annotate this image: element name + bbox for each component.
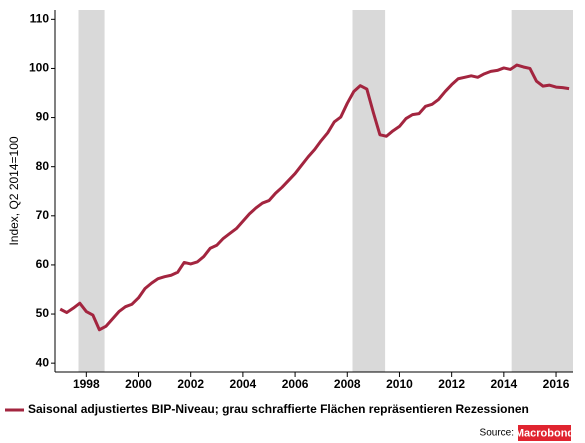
x-tick-label: 2000 <box>125 377 152 391</box>
y-tick-label: 40 <box>36 355 50 369</box>
y-tick-label: 110 <box>30 12 50 26</box>
x-tick-label: 2014 <box>490 377 517 391</box>
x-tick-label: 2012 <box>438 377 465 391</box>
y-tick-label: 60 <box>36 257 50 271</box>
x-tick-label: 2002 <box>177 377 204 391</box>
x-tick-label: 2016 <box>543 377 570 391</box>
y-tick-label: 70 <box>36 208 50 222</box>
y-tick-label: 50 <box>36 306 50 320</box>
source-badge <box>518 425 571 441</box>
x-tick-label: 2008 <box>334 377 361 391</box>
x-tick-label: 2010 <box>386 377 413 391</box>
x-tick-label: 2006 <box>282 377 309 391</box>
legend-label: Saisonal adjustiertes BIP-Niveau; grau s… <box>28 402 529 416</box>
y-tick-label: 80 <box>36 159 50 173</box>
recession-band <box>352 10 386 372</box>
y-tick-label: 100 <box>29 61 49 75</box>
source-label: Source: <box>480 428 514 439</box>
y-tick-label: 90 <box>36 110 50 124</box>
series-line <box>59 63 570 332</box>
y-axis-label: Index, Q2 2014=100 <box>7 136 21 245</box>
x-tick-label: 1998 <box>73 377 100 391</box>
x-tick-label: 2004 <box>230 377 257 391</box>
source-brand: Macrobond <box>515 427 574 439</box>
recession-band <box>511 10 573 372</box>
recession-band <box>78 10 105 372</box>
